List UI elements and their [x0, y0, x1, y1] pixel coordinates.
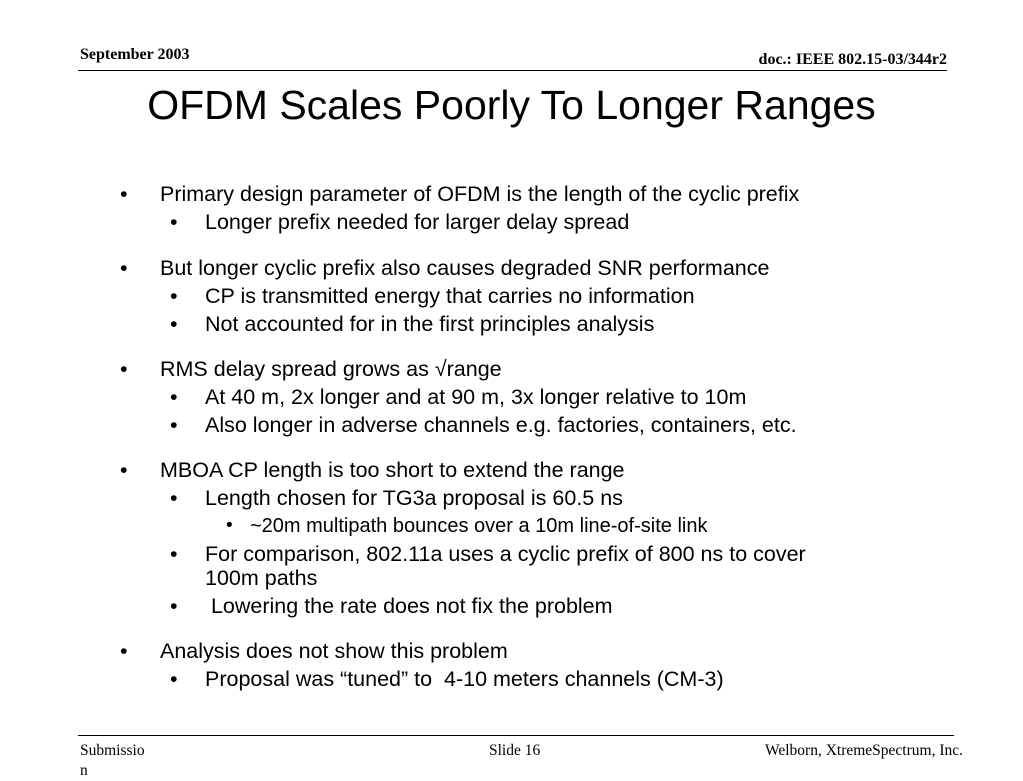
subbullet-not-accounted: Not accounted for in the first principle… — [205, 312, 655, 336]
bullet-marker: • — [170, 594, 178, 618]
bullet-marker: • — [170, 486, 178, 510]
footer-divider — [78, 735, 954, 736]
slide-title: OFDM Scales Poorly To Longer Ranges — [147, 82, 876, 128]
footer-author: Welborn, XtremeSpectrum, Inc. — [764, 742, 963, 759]
bullet-marker: • — [170, 385, 178, 409]
bullet-marker: • — [120, 639, 128, 663]
footer-submission: Submissio n — [80, 741, 145, 781]
subsubbullet-multipath-bounces: ~20m multipath bounces over a 10m line-o… — [250, 515, 708, 537]
footer-submission-line1: Submissio — [80, 742, 145, 759]
bullet-degraded-snr: But longer cyclic prefix also causes deg… — [160, 256, 770, 280]
header-date: September 2003 — [80, 46, 190, 63]
header-doc-id: doc.: IEEE 802.15-03/344r2 — [758, 51, 947, 68]
bullet-marker: • — [170, 667, 178, 691]
bullet-marker: • — [226, 515, 233, 536]
subbullet-40m-90m: At 40 m, 2x longer and at 90 m, 3x longe… — [205, 385, 747, 409]
subbullet-802-11a-comparison-cont: 100m paths — [205, 566, 318, 590]
footer-slide-number: Slide 16 — [489, 742, 541, 759]
subbullet-cp-energy: CP is transmitted energy that carries no… — [205, 284, 695, 308]
bullet-marker: • — [170, 542, 178, 566]
bullet-analysis-no-problem: Analysis does not show this problem — [160, 639, 508, 663]
subbullet-tg3a-length: Length chosen for TG3a proposal is 60.5 … — [205, 486, 623, 510]
bullet-marker: • — [170, 284, 178, 308]
subbullet-802-11a-comparison: For comparison, 802.11a uses a cyclic pr… — [205, 542, 806, 566]
bullet-marker: • — [170, 312, 178, 336]
bullet-marker: • — [120, 182, 128, 206]
bullet-marker: • — [120, 357, 128, 381]
bullet-primary-design-parameter: Primary design parameter of OFDM is the … — [160, 182, 800, 206]
subbullet-longer-prefix: Longer prefix needed for larger delay sp… — [205, 210, 630, 234]
bullet-marker: • — [170, 413, 178, 437]
subbullet-proposal-tuned: Proposal was “tuned” to 4-10 meters chan… — [205, 667, 724, 691]
footer-submission-line2: n — [80, 762, 88, 779]
bullet-rms-delay-spread: RMS delay spread grows as √range — [160, 357, 502, 381]
bullet-mboa-cp-length: MBOA CP length is too short to extend th… — [160, 458, 625, 482]
header-divider — [78, 70, 947, 71]
subbullet-adverse-channels: Also longer in adverse channels e.g. fac… — [205, 413, 797, 437]
bullet-marker: • — [120, 458, 128, 482]
bullet-marker: • — [120, 256, 128, 280]
subbullet-lowering-rate: Lowering the rate does not fix the probl… — [205, 594, 613, 618]
bullet-marker: • — [170, 210, 178, 234]
